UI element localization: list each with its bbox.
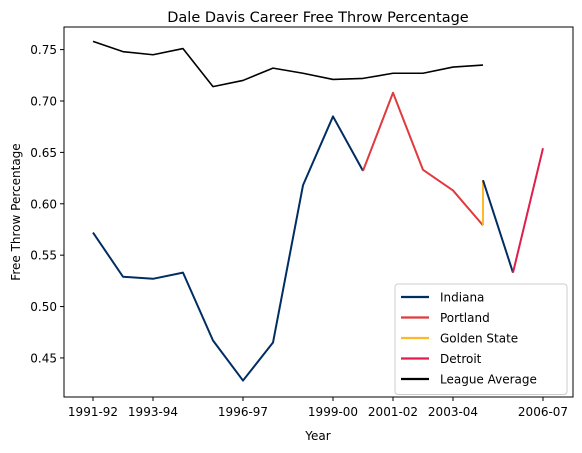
x-tick-label: 2006-07 (518, 405, 568, 419)
legend-label: Indiana (440, 291, 484, 305)
axes-layer: 1991-92 1993-94 1996-97 1999-00 2001-02 2003-… (30, 26, 574, 419)
series-layer (92, 40, 544, 382)
series-line-detroit-4 (512, 148, 544, 273)
y-tick-label: 0.75 (30, 43, 57, 57)
plot-frame (63, 26, 574, 398)
y-tick-label: 0.50 (30, 300, 57, 314)
legend: Indiana Portland Golden State Detroit League… (394, 283, 568, 395)
legend-label: League Average (440, 373, 537, 387)
legend-box (394, 283, 568, 395)
y-tick-label: 0.45 (30, 351, 57, 365)
x-tick-label: 1996-97 (218, 405, 268, 419)
x-tick-label: 1993-94 (128, 405, 178, 419)
series-line-indiana-0 (92, 115, 364, 382)
x-tick-label: 1991-92 (68, 405, 118, 419)
legend-label: Portland (440, 311, 490, 325)
x-tick-label: 2003-04 (428, 405, 478, 419)
series-line-indiana-3 (482, 179, 514, 273)
y-tick-label: 0.65 (30, 146, 57, 160)
y-tick-label: 0.55 (30, 249, 57, 263)
series-line-league-average-5 (92, 40, 484, 88)
legend-label: Detroit (440, 352, 482, 366)
y-axis-label: Free Throw Percentage (9, 143, 23, 280)
y-tick-label: 0.60 (30, 197, 57, 211)
legend-label: Golden State (440, 332, 518, 346)
series-line-portland-1 (362, 91, 484, 227)
chart-title: Dale Davis Career Free Throw Percentage (167, 10, 469, 26)
x-axis-label: Year (304, 429, 330, 443)
y-tick-label: 0.70 (30, 95, 57, 109)
x-tick-label: 1999-00 (308, 405, 358, 419)
x-tick-label: 2001-02 (368, 405, 418, 419)
